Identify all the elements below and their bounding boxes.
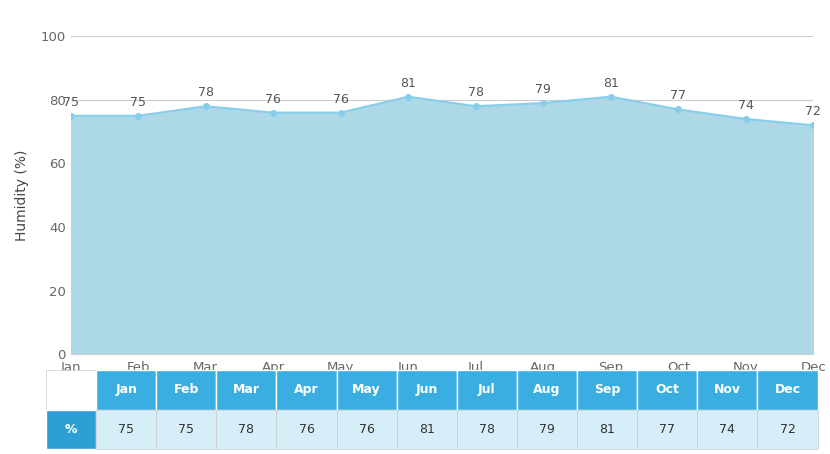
- Text: 77: 77: [671, 89, 686, 103]
- Text: 78: 78: [468, 86, 484, 99]
- Text: 81: 81: [419, 423, 435, 436]
- Text: 74: 74: [738, 99, 754, 112]
- Text: 81: 81: [599, 423, 615, 436]
- Text: 78: 78: [479, 423, 495, 436]
- Text: %: %: [65, 423, 77, 436]
- Text: 81: 81: [603, 77, 618, 90]
- Text: 75: 75: [130, 96, 146, 109]
- Text: Dec: Dec: [774, 383, 801, 396]
- Text: 76: 76: [299, 423, 315, 436]
- Y-axis label: Humidity (%): Humidity (%): [15, 149, 29, 241]
- Text: 78: 78: [238, 423, 255, 436]
- Text: 77: 77: [659, 423, 676, 436]
- Text: Feb: Feb: [173, 383, 199, 396]
- Text: 76: 76: [359, 423, 374, 436]
- Text: 79: 79: [539, 423, 555, 436]
- Text: 76: 76: [333, 93, 349, 106]
- Text: 76: 76: [266, 93, 281, 106]
- Text: Nov: Nov: [714, 383, 741, 396]
- Text: 72: 72: [805, 105, 822, 118]
- Text: 81: 81: [400, 77, 416, 90]
- Text: 75: 75: [62, 96, 79, 109]
- Text: Jun: Jun: [416, 383, 438, 396]
- Text: 75: 75: [118, 423, 134, 436]
- Text: 72: 72: [779, 423, 795, 436]
- Legend: Average Humidity(%): Average Humidity(%): [355, 399, 529, 412]
- Text: 74: 74: [720, 423, 735, 436]
- Text: 79: 79: [535, 83, 551, 96]
- Text: May: May: [353, 383, 381, 396]
- Text: 78: 78: [198, 86, 213, 99]
- Text: Mar: Mar: [233, 383, 260, 396]
- Text: Aug: Aug: [534, 383, 561, 396]
- Text: Jan: Jan: [115, 383, 137, 396]
- Text: Apr: Apr: [294, 383, 319, 396]
- Text: Jul: Jul: [478, 383, 496, 396]
- Text: 75: 75: [178, 423, 194, 436]
- Text: Oct: Oct: [656, 383, 679, 396]
- Text: Sep: Sep: [594, 383, 620, 396]
